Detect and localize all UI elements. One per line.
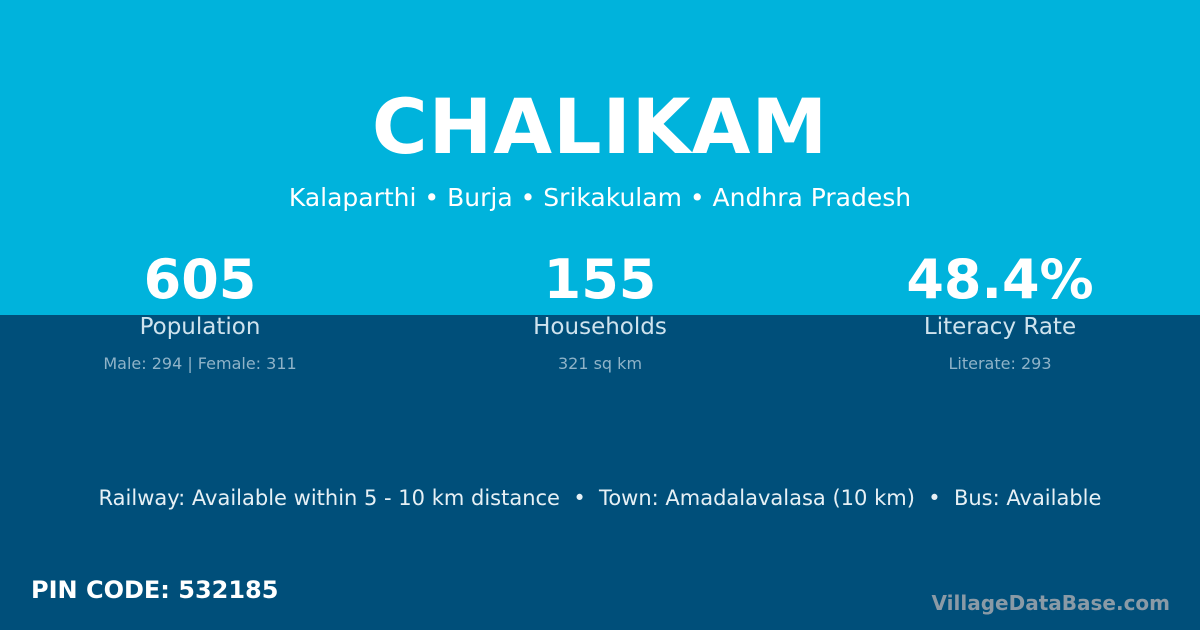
- stat-detail: Male: 294 | Female: 311: [103, 354, 297, 373]
- stat-label: Households: [533, 314, 667, 340]
- stat-value: 605: [143, 248, 257, 311]
- stat-label: Literacy Rate: [923, 314, 1077, 340]
- stat-detail: 321 sq km: [557, 354, 643, 373]
- location-breadcrumb: Kalaparthi • Burja • Srikakulam • Andhra…: [288, 183, 912, 212]
- stat-label: Population: [139, 314, 261, 340]
- village-title: CHALIKAM: [371, 82, 829, 171]
- stat-value: 48.4%: [906, 248, 1094, 311]
- stat-value: 155: [543, 248, 657, 311]
- brand-logo: VillageDataBase.com: [931, 591, 1170, 615]
- stat-detail: Literate: 293: [948, 354, 1052, 373]
- pin-code: PIN CODE: 532185: [31, 576, 279, 604]
- header-band: [0, 0, 1200, 315]
- amenities-info: Railway: Available within 5 - 10 km dist…: [98, 486, 1102, 510]
